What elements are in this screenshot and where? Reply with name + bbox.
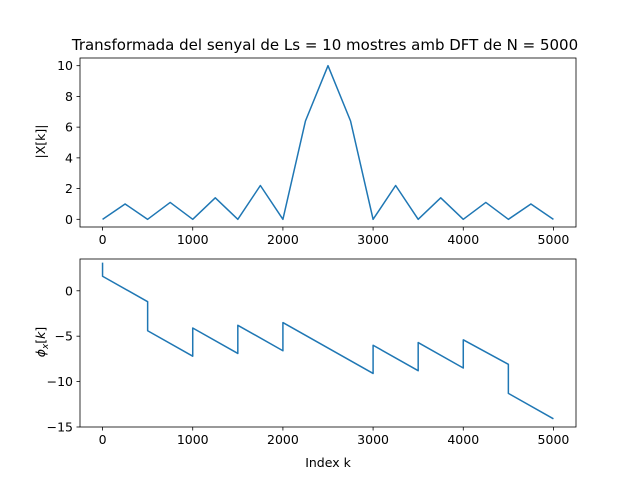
magnitude-x-tick-label: 0 [99, 232, 107, 247]
magnitude-x-tick-label: 5000 [538, 232, 570, 247]
x-axis-label-phase: Index k [305, 455, 351, 470]
phase-series-line [101, 262, 554, 420]
phase-x-tick-label: 0 [99, 432, 107, 447]
phase-y-tick-label: 0 [65, 283, 73, 298]
magnitude-y-tick-label: 4 [65, 150, 73, 165]
phase-axes-frame [79, 258, 577, 428]
phase-x-tick-label: 1000 [177, 432, 209, 447]
phase-x-tick-label: 4000 [447, 432, 479, 447]
phase-y-tick-label: −5 [55, 329, 73, 344]
magnitude-y-tick-label: 10 [57, 58, 73, 73]
phase-y-tick-label: −10 [47, 374, 73, 389]
magnitude-y-tick-label: 8 [65, 89, 73, 104]
phase-x-tick-label: 5000 [538, 432, 570, 447]
phase-plot: 0 1000 2000 3000 4000 5000 0 −5 −10 −15 [47, 258, 577, 447]
y-axis-label-phase: ϕx[k] [33, 327, 51, 358]
phase-y-tick-label: −15 [47, 420, 73, 435]
magnitude-series-line [102, 64, 554, 221]
chart-title: Transformada del senyal de Ls = 10 mostr… [71, 36, 578, 54]
magnitude-axes-frame [79, 57, 577, 228]
magnitude-x-tick-label: 1000 [177, 232, 209, 247]
magnitude-plot: 0 1000 2000 3000 4000 5000 0 2 4 6 8 10 [57, 57, 577, 247]
magnitude-y-tick-label: 2 [65, 181, 73, 196]
phase-x-tick-label: 2000 [267, 432, 299, 447]
magnitude-x-tick-label: 2000 [267, 232, 299, 247]
magnitude-x-tick-label: 4000 [447, 232, 479, 247]
magnitude-y-tick-label: 6 [65, 120, 73, 135]
phase-x-tick-label: 3000 [357, 432, 389, 447]
y-axis-label-magnitude: |X[k]| [33, 125, 48, 159]
magnitude-x-tick-label: 3000 [357, 232, 389, 247]
magnitude-y-tick-label: 0 [65, 212, 73, 227]
svg-text:ϕx[k]: ϕx[k] [33, 327, 51, 358]
